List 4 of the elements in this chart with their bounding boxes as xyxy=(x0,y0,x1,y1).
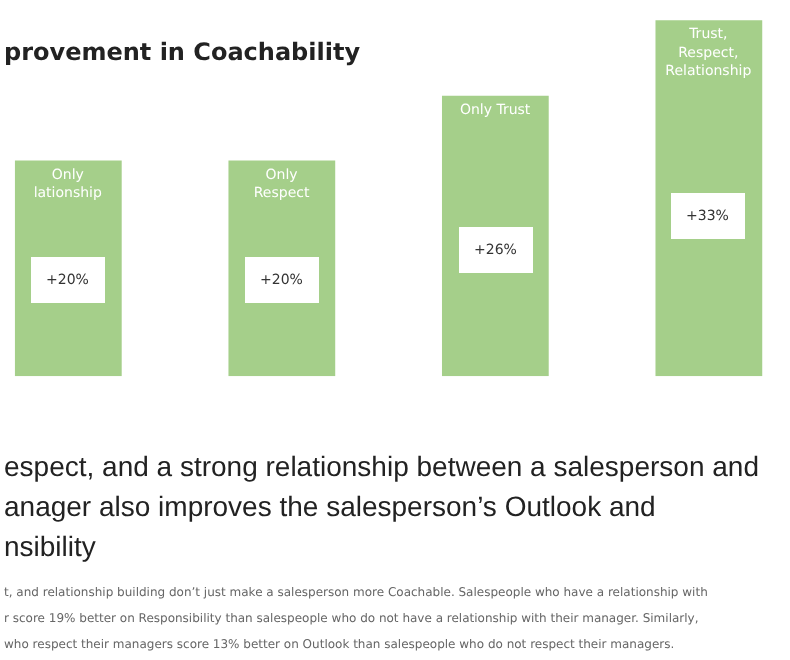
text: espect, and a strong relationship between a salesperson and xyxy=(4,450,759,482)
text: anager also improves the salesperson’s Outlook and xyxy=(4,490,656,522)
text: nsibility xyxy=(4,530,96,562)
text: provement in Coachability xyxy=(4,38,361,66)
